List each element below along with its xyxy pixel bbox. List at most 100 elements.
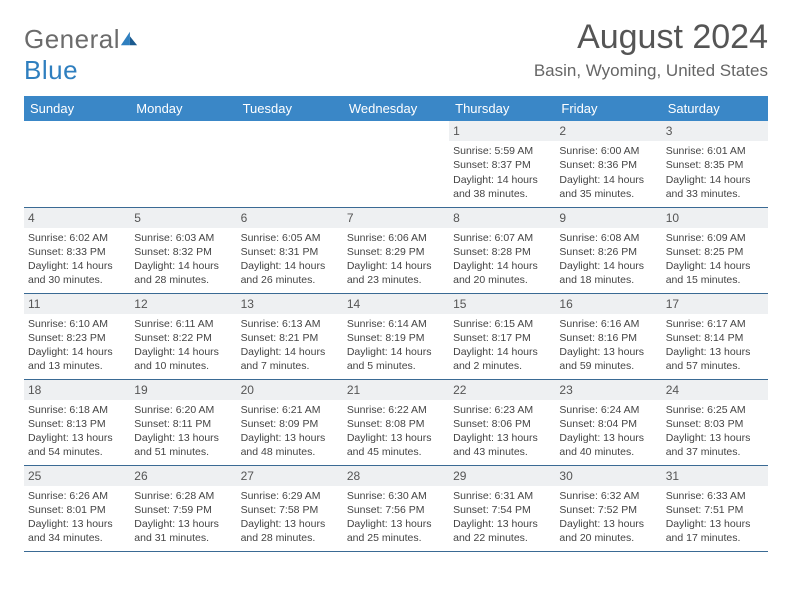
daylight-text: Daylight: 14 hours and 38 minutes. [453, 173, 551, 201]
daylight-text: Daylight: 13 hours and 48 minutes. [241, 431, 339, 459]
day-header: Wednesday [343, 96, 449, 121]
sunrise-text: Sunrise: 6:14 AM [347, 317, 445, 331]
calendar-week-row: 18Sunrise: 6:18 AMSunset: 8:13 PMDayligh… [24, 379, 768, 465]
sunrise-text: Sunrise: 5:59 AM [453, 144, 551, 158]
day-number: 21 [343, 380, 449, 400]
calendar-day-cell: 11Sunrise: 6:10 AMSunset: 8:23 PMDayligh… [24, 293, 130, 379]
sunset-text: Sunset: 7:56 PM [347, 503, 445, 517]
sunset-text: Sunset: 8:28 PM [453, 245, 551, 259]
daylight-text: Daylight: 13 hours and 34 minutes. [28, 517, 126, 545]
sunrise-text: Sunrise: 6:25 AM [666, 403, 764, 417]
day-number: 19 [130, 380, 236, 400]
daylight-text: Daylight: 13 hours and 40 minutes. [559, 431, 657, 459]
sunrise-text: Sunrise: 6:06 AM [347, 231, 445, 245]
logo-word-1: General [24, 24, 120, 54]
calendar-day-cell: 7Sunrise: 6:06 AMSunset: 8:29 PMDaylight… [343, 207, 449, 293]
sunset-text: Sunset: 8:17 PM [453, 331, 551, 345]
daylight-text: Daylight: 13 hours and 51 minutes. [134, 431, 232, 459]
sunrise-text: Sunrise: 6:17 AM [666, 317, 764, 331]
day-header: Friday [555, 96, 661, 121]
calendar-day-cell: 30Sunrise: 6:32 AMSunset: 7:52 PMDayligh… [555, 465, 661, 551]
sunset-text: Sunset: 8:33 PM [28, 245, 126, 259]
sunset-text: Sunset: 8:32 PM [134, 245, 232, 259]
day-number: 2 [555, 121, 661, 141]
daylight-text: Daylight: 14 hours and 7 minutes. [241, 345, 339, 373]
calendar-day-cell [130, 121, 236, 207]
day-number: 17 [662, 294, 768, 314]
daylight-text: Daylight: 13 hours and 31 minutes. [134, 517, 232, 545]
daylight-text: Daylight: 14 hours and 26 minutes. [241, 259, 339, 287]
calendar-week-row: 4Sunrise: 6:02 AMSunset: 8:33 PMDaylight… [24, 207, 768, 293]
sunset-text: Sunset: 8:23 PM [28, 331, 126, 345]
daylight-text: Daylight: 13 hours and 37 minutes. [666, 431, 764, 459]
location-subtitle: Basin, Wyoming, United States [534, 61, 768, 81]
sunset-text: Sunset: 8:21 PM [241, 331, 339, 345]
sunset-text: Sunset: 8:11 PM [134, 417, 232, 431]
calendar-day-cell: 1 Sunrise: 5:59 AMSunset: 8:37 PMDaylight… [449, 121, 555, 207]
sunrise-text: Sunrise: 6:03 AM [134, 231, 232, 245]
day-number: 9 [555, 208, 661, 228]
sunrise-text: Sunrise: 6:09 AM [666, 231, 764, 245]
logo: General Blue [24, 18, 138, 86]
calendar-week-row: 11Sunrise: 6:10 AMSunset: 8:23 PMDayligh… [24, 293, 768, 379]
daylight-text: Daylight: 14 hours and 20 minutes. [453, 259, 551, 287]
day-number: 31 [662, 466, 768, 486]
month-title: August 2024 [534, 18, 768, 57]
daylight-text: Daylight: 13 hours and 43 minutes. [453, 431, 551, 459]
sunset-text: Sunset: 8:04 PM [559, 417, 657, 431]
sunrise-text: Sunrise: 6:02 AM [28, 231, 126, 245]
daylight-text: Daylight: 13 hours and 57 minutes. [666, 345, 764, 373]
daylight-text: Daylight: 13 hours and 54 minutes. [28, 431, 126, 459]
sunrise-text: Sunrise: 6:30 AM [347, 489, 445, 503]
sunrise-text: Sunrise: 6:07 AM [453, 231, 551, 245]
calendar-day-cell: 2Sunrise: 6:00 AMSunset: 8:36 PMDaylight… [555, 121, 661, 207]
day-number: 13 [237, 294, 343, 314]
sunrise-text: Sunrise: 6:23 AM [453, 403, 551, 417]
calendar-day-cell: 21Sunrise: 6:22 AMSunset: 8:08 PMDayligh… [343, 379, 449, 465]
day-number: 5 [130, 208, 236, 228]
calendar-day-cell: 10Sunrise: 6:09 AMSunset: 8:25 PMDayligh… [662, 207, 768, 293]
sunrise-text: Sunrise: 6:13 AM [241, 317, 339, 331]
day-header: Saturday [662, 96, 768, 121]
day-number: 12 [130, 294, 236, 314]
sunrise-text: Sunrise: 6:05 AM [241, 231, 339, 245]
day-number: 14 [343, 294, 449, 314]
daylight-text: Daylight: 14 hours and 13 minutes. [28, 345, 126, 373]
daylight-text: Daylight: 14 hours and 23 minutes. [347, 259, 445, 287]
day-number: 16 [555, 294, 661, 314]
day-number: 30 [555, 466, 661, 486]
calendar-day-cell: 13 Sunrise: 6:13 AMSunset: 8:21 PMDayligh… [237, 293, 343, 379]
calendar-day-cell: 4Sunrise: 6:02 AMSunset: 8:33 PMDaylight… [24, 207, 130, 293]
calendar-day-cell: 22Sunrise: 6:23 AMSunset: 8:06 PMDayligh… [449, 379, 555, 465]
sunrise-text: Sunrise: 6:15 AM [453, 317, 551, 331]
calendar-day-cell [24, 121, 130, 207]
daylight-text: Daylight: 14 hours and 28 minutes. [134, 259, 232, 287]
calendar-day-cell: 6Sunrise: 6:05 AMSunset: 8:31 PMDaylight… [237, 207, 343, 293]
calendar-day-cell: 12Sunrise: 6:11 AMSunset: 8:22 PMDayligh… [130, 293, 236, 379]
sunset-text: Sunset: 7:52 PM [559, 503, 657, 517]
sunrise-text: Sunrise: 6:33 AM [666, 489, 764, 503]
calendar-day-cell: 18Sunrise: 6:18 AMSunset: 8:13 PMDayligh… [24, 379, 130, 465]
day-number: 25 [24, 466, 130, 486]
calendar-day-cell: 23Sunrise: 6:24 AMSunset: 8:04 PMDayligh… [555, 379, 661, 465]
day-number: 20 [237, 380, 343, 400]
day-number: 15 [449, 294, 555, 314]
day-number: 23 [555, 380, 661, 400]
day-number: 7 [343, 208, 449, 228]
sunrise-text: Sunrise: 6:08 AM [559, 231, 657, 245]
day-number: 3 [662, 121, 768, 141]
day-number: 1 [449, 121, 555, 141]
sunset-text: Sunset: 7:59 PM [134, 503, 232, 517]
day-header: Thursday [449, 96, 555, 121]
calendar-day-cell [343, 121, 449, 207]
calendar-day-cell: 27Sunrise: 6:29 AMSunset: 7:58 PMDayligh… [237, 465, 343, 551]
day-number: 8 [449, 208, 555, 228]
sunset-text: Sunset: 8:25 PM [666, 245, 764, 259]
daylight-text: Daylight: 13 hours and 45 minutes. [347, 431, 445, 459]
daylight-text: Daylight: 14 hours and 5 minutes. [347, 345, 445, 373]
calendar-body: 1Sunrise: 5:59 AMSunset: 8:37 PMDaylight… [24, 121, 768, 551]
calendar-day-cell: 9Sunrise: 6:08 AMSunset: 8:26 PMDaylight… [555, 207, 661, 293]
sunset-text: Sunset: 8:37 PM [453, 158, 551, 172]
sunset-text: Sunset: 8:36 PM [559, 158, 657, 172]
sunset-text: Sunset: 8:16 PM [559, 331, 657, 345]
